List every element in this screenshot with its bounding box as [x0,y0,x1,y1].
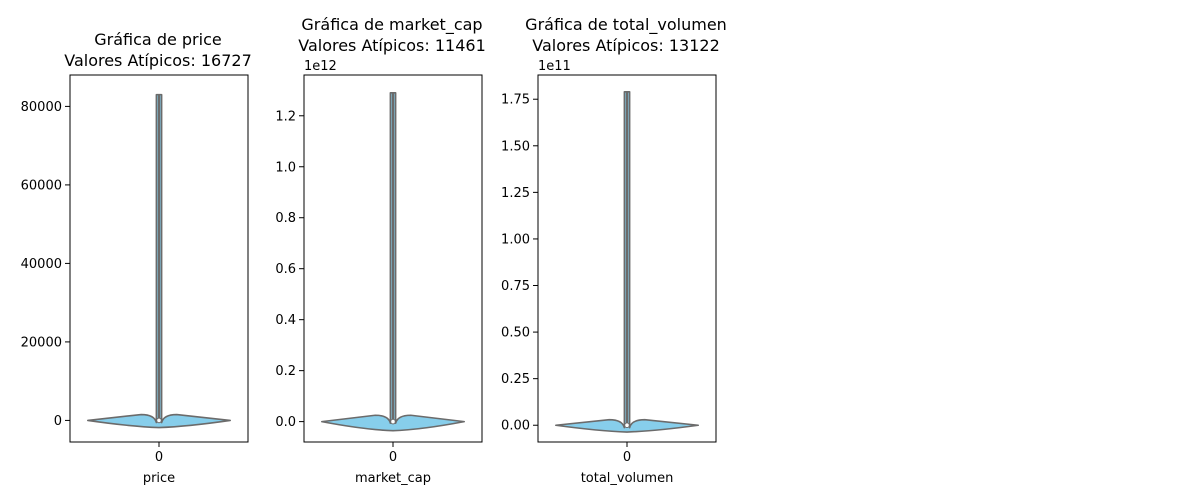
y-tick-label: 1.25 [501,186,530,201]
y-tick-label: 80000 [21,100,62,115]
y-offset-text: 1e11 [538,59,571,74]
subplot-total-volumen: Gráfica de total_volumen Valores Atípico… [501,15,727,486]
subplot-title-line2: Valores Atípicos: 11461 [298,36,486,55]
y-tick-label: 20000 [21,335,62,350]
y-tick-label: 0.8 [275,211,296,226]
y-tick-label: 0.25 [501,372,530,387]
median-point [156,417,162,424]
median-point [624,422,630,429]
y-tick-label: 60000 [21,178,62,193]
x-axis-label: market_cap [355,471,431,486]
x-tick-label: 0 [389,450,397,465]
y-offset-text: 1e12 [304,59,337,74]
y-tick-label: 0.50 [501,326,530,341]
subplot-title-line1: Gráfica de total_volumen [525,15,727,35]
y-tick-label: 1.50 [501,139,530,154]
subplot-title-line1: Gráfica de market_cap [301,15,482,35]
y-tick-label: 0 [54,414,62,429]
x-tick-label: 0 [155,450,163,465]
y-tick-label: 1.75 [501,93,530,108]
subplot-title-line1: Gráfica de price [94,30,221,49]
subplot-title-line2: Valores Atípicos: 16727 [64,51,252,70]
subplot-title-line2: Valores Atípicos: 13122 [532,36,720,55]
y-tick-label: 0.2 [275,364,296,379]
y-tick-label: 1.00 [501,232,530,247]
subplot-market-cap: Gráfica de market_cap Valores Atípicos: … [275,15,485,486]
y-tick-label: 1.0 [275,160,296,175]
x-axis-label: price [143,471,175,486]
x-axis-label: total_volumen [581,471,674,486]
x-tick-label: 0 [623,450,631,465]
y-tick-group: 0.0 0.2 0.4 0.6 0.8 1.0 1.2 [275,109,304,430]
y-tick-label: 40000 [21,257,62,272]
y-tick-label: 1.2 [275,109,296,124]
y-tick-group: 0 20000 40000 60000 80000 [21,100,70,429]
subplot-price: Gráfica de price Valores Atípicos: 16727… [21,30,252,486]
y-tick-label: 0.6 [275,262,296,277]
y-tick-label: 0.0 [275,415,296,430]
y-tick-label: 0.00 [501,419,530,434]
y-tick-label: 0.75 [501,279,530,294]
median-point [390,418,396,425]
y-tick-label: 0.4 [275,313,296,328]
y-tick-group: 0.00 0.25 0.50 0.75 1.00 1.25 1.50 1.75 [501,93,538,434]
